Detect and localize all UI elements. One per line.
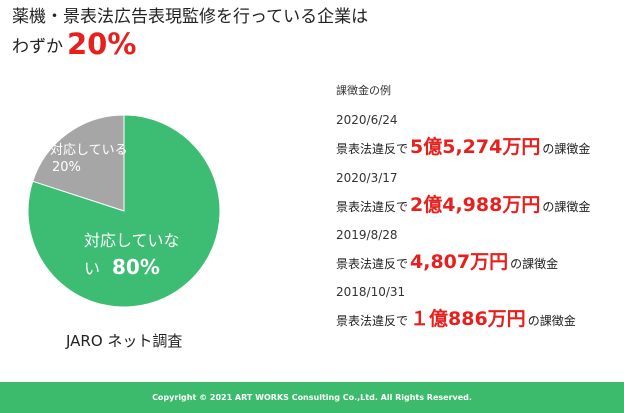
fine-suffix: の課徴金	[510, 257, 559, 271]
fine-prefix: 景表法違反で	[336, 257, 409, 271]
fine-item: 2019/8/28 景表法違反で 4,807万円 の課徴金	[336, 227, 558, 274]
fine-amount: 5億5,274万円	[410, 136, 541, 158]
fine-prefix: 景表法違反で	[336, 314, 409, 328]
pie-label-responding-value: 20%	[52, 160, 81, 175]
fine-date: 2018/10/31	[336, 285, 406, 299]
headline-line1: 薬機・景表法広告表現監修を行っている企業は	[12, 7, 369, 27]
fine-prefix: 景表法違反で	[336, 142, 409, 156]
fine-row: 景表法違反で 5億5,274万円 の課徴金	[336, 132, 590, 159]
copyright-text: Copyright © 2021 ART WORKS Consulting Co…	[152, 393, 472, 402]
pie-label-not-responding-text2: い	[84, 259, 101, 278]
fine-row: 景表法違反で 2億4,988万円 の課徴金	[336, 190, 590, 217]
headline: 薬機・景表法広告表現監修を行っている企業は わずか 20%	[12, 4, 368, 61]
pie-label-responding: 対応している 20%	[50, 142, 128, 176]
pie-slice-responding	[32, 114, 125, 212]
fine-suffix: の課徴金	[527, 314, 576, 328]
fines-title: 課徴金の例	[336, 84, 391, 97]
source-label: JARO ネット調査	[66, 332, 183, 350]
fine-row: 景表法違反で １億886万円 の課徴金	[336, 304, 576, 331]
pie-label-not-responding-line2: い 80%	[84, 254, 180, 282]
fine-amount: 4,807万円	[410, 251, 509, 273]
fine-row: 景表法違反で 4,807万円 の課徴金	[336, 247, 558, 274]
fine-suffix: の課徴金	[542, 142, 591, 156]
pie-label-not-responding: 対応していな い 80%	[84, 228, 180, 282]
fine-date: 2020/3/17	[336, 171, 398, 185]
pie-label-not-responding-value: 80%	[112, 255, 160, 279]
fine-amount: １億886万円	[410, 308, 526, 330]
headline-line2: わずか 20%	[12, 30, 368, 61]
fine-item: 2020/6/24 景表法違反で 5億5,274万円 の課徴金	[336, 112, 590, 159]
footer: Copyright © 2021 ART WORKS Consulting Co…	[0, 382, 624, 413]
headline-percent: 20%	[67, 27, 137, 61]
fine-item: 2020/3/17 景表法違反で 2億4,988万円 の課徴金	[336, 170, 590, 217]
fine-suffix: の課徴金	[542, 200, 591, 214]
pie-slice-not-responding	[27, 114, 221, 308]
pie-label-responding-text: 対応している	[50, 143, 128, 158]
fine-prefix: 景表法違反で	[336, 200, 409, 214]
pie-label-not-responding-text: 対応していな	[84, 231, 180, 250]
fine-date: 2019/8/28	[336, 228, 398, 242]
fine-item: 2018/10/31 景表法違反で １億886万円 の課徴金	[336, 284, 576, 331]
fine-amount: 2億4,988万円	[410, 194, 541, 216]
headline-prefix: わずか	[12, 37, 63, 57]
fine-date: 2020/6/24	[336, 113, 398, 127]
